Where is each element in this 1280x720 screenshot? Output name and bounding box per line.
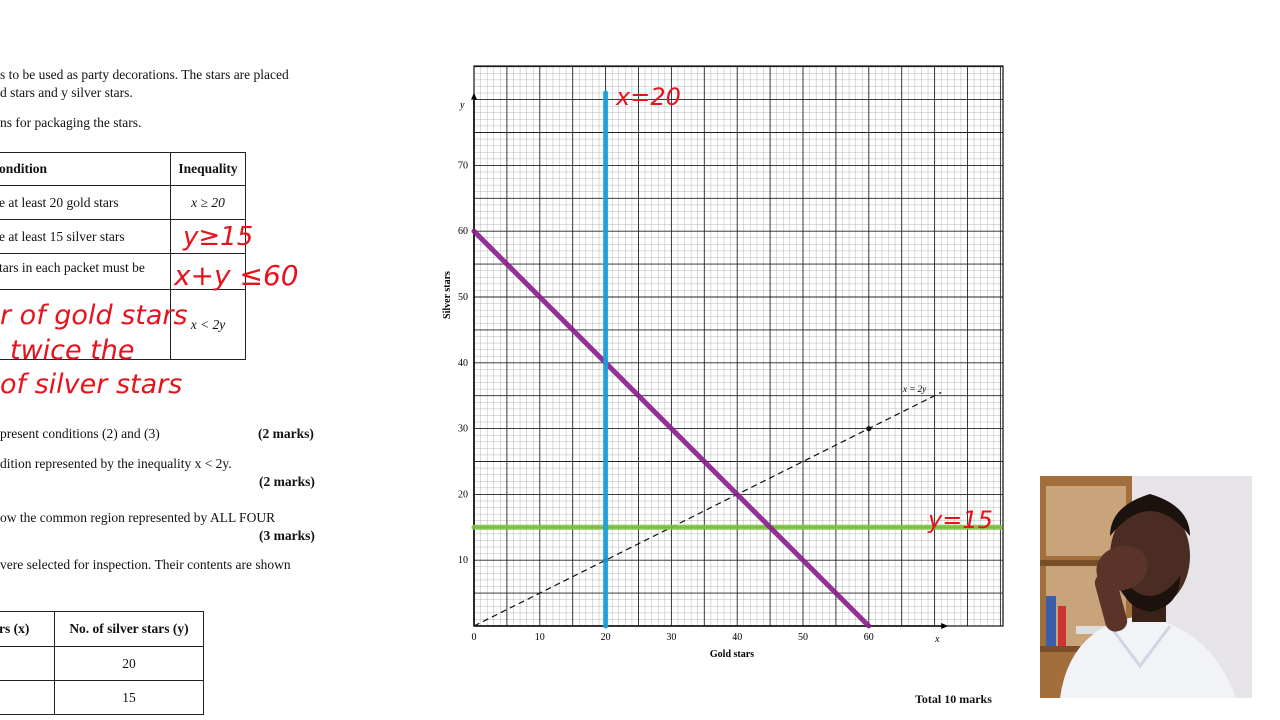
part-c-marks: (3 marks) (259, 528, 315, 543)
table-cell-inequality-1: x ≥ 20 (170, 185, 246, 220)
y-tick-label: 50 (458, 292, 468, 303)
table2-cell-2-1 (0, 680, 55, 715)
table2-header-silver: No. of silver stars (y) (54, 611, 204, 647)
intro-line-2: d stars and y silver stars. (0, 85, 133, 100)
part-b-marks: (2 marks) (259, 474, 315, 489)
part-d-text: vere selected for inspection. Their cont… (0, 557, 291, 572)
table-cell-condition-3: tars in each packet must be (0, 253, 171, 290)
x-axis-label: Gold stars (710, 649, 754, 660)
x-tick-label: 10 (535, 632, 545, 643)
x-tick-label: 30 (666, 632, 676, 643)
dashed-line-label: x = 2y (902, 384, 926, 394)
grid-border (473, 65, 1004, 627)
y-tick-label: 10 (458, 555, 468, 566)
y-axis-letter: y (459, 100, 465, 111)
table-cell-condition-2: e at least 15 silver stars (0, 219, 171, 254)
series-lines (471, 90, 1003, 629)
table2-cell-1-1 (0, 646, 55, 681)
y-axis-label: Silver stars (442, 271, 453, 319)
x-tick-label: 0 (472, 632, 477, 643)
x-tick-label: 50 (798, 632, 808, 643)
x-tick-label: 60 (864, 632, 874, 643)
graph-paper-chart: 0 10 20 30 40 50 60 10 20 30 40 50 60 70 Gold stars S… (442, 65, 1004, 660)
table-header-condition: ondition (0, 152, 171, 186)
y-axis-arrow (471, 92, 477, 100)
table2-cell-2-2: 15 (54, 680, 204, 715)
part-a-marks: (2 marks) (258, 426, 314, 441)
webcam-video (1040, 476, 1252, 698)
handwritten-y-inequality: y≥15 (183, 222, 254, 252)
conditions-table: ondition Inequality e at least 20 gold s… (0, 152, 246, 360)
intro-line-1: s to be used as party decorations. The s… (0, 67, 289, 82)
table2-header-gold: rs (x) (0, 611, 55, 647)
part-b-text: dition represented by the inequality x <… (0, 456, 232, 471)
handwritten-note-line-2: twice the (10, 335, 135, 366)
minor-grid (474, 66, 1003, 626)
handwritten-y15-label: y=15 (927, 506, 993, 534)
marked-point (866, 426, 872, 432)
table-cell-condition-4 (0, 289, 171, 360)
part-a-text: present conditions (2) and (3) (0, 426, 160, 441)
x-axis-letter: x (934, 634, 940, 645)
intro-line-3: ns for packaging the stars. (0, 115, 142, 130)
y-tick-label: 60 (458, 226, 468, 237)
handwritten-note-line-1: r of gold stars (0, 300, 188, 331)
series-line-1 (473, 391, 942, 627)
x-axis-arrow (941, 623, 949, 629)
x-tick-label: 40 (732, 632, 742, 643)
series-line-4 (471, 228, 872, 629)
tick-labels: 0 10 20 30 40 50 60 10 20 30 40 50 60 70 (458, 160, 874, 643)
table2-cell-1-2: 20 (54, 646, 204, 681)
y-tick-label: 30 (458, 424, 468, 435)
table-cell-condition-1: e at least 20 gold stars (0, 185, 171, 220)
part-c-text: ow the common region represented by ALL … (0, 510, 276, 525)
handwritten-sum-inequality: x+y ≤60 (174, 259, 299, 292)
handwritten-x20-label: x=20 (615, 83, 681, 111)
y-tick-label: 40 (458, 358, 468, 369)
handwritten-note-line-3: of silver stars (0, 369, 183, 400)
axes (471, 92, 949, 629)
table-cell-inequality-4: x < 2y (170, 289, 246, 360)
table-header-inequality: Inequality (170, 152, 246, 186)
inspection-table: rs (x) No. of silver stars (y) 20 15 (0, 611, 204, 715)
x-tick-label: 20 (601, 632, 611, 643)
y-tick-label: 20 (458, 489, 468, 500)
presenter-image (1040, 476, 1252, 698)
total-marks: Total 10 marks (915, 692, 992, 706)
major-grid (473, 65, 1004, 627)
table-cell-inequality-2 (170, 219, 246, 254)
y-tick-label: 70 (458, 160, 468, 171)
